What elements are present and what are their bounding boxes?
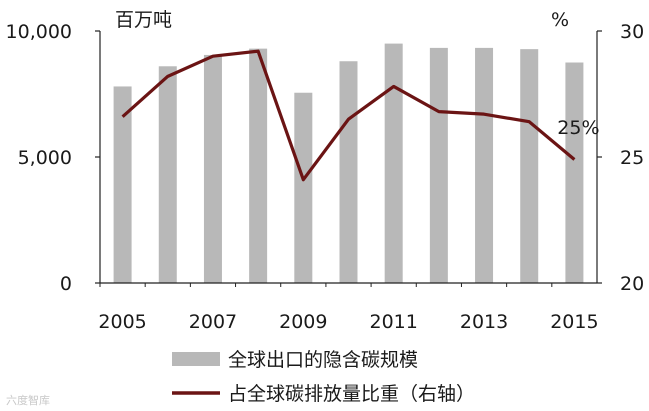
x-tick-label: 2007 (189, 311, 237, 333)
left-tick-label: 5,000 (18, 147, 72, 169)
bar-series (113, 43, 584, 284)
x-tick-label: 2011 (370, 311, 418, 333)
left-axis-unit: 百万吨 (115, 9, 172, 31)
legend-bar-swatch (172, 352, 220, 366)
x-tick-label: 2013 (460, 311, 508, 333)
bar-2007 (203, 54, 222, 283)
right-tick-label: 20 (620, 273, 644, 295)
line-series (121, 49, 576, 182)
axes (95, 30, 602, 287)
legend-bar-label: 全球出口的隐含碳规模 (228, 349, 418, 371)
bar-2009 (294, 92, 313, 284)
bar-2005 (113, 86, 132, 283)
bar-2015 (565, 62, 584, 283)
bar-2011 (384, 43, 403, 283)
right-axis-unit: % (551, 9, 569, 31)
annotation-label: 25% (557, 117, 599, 139)
bar-2010 (339, 61, 358, 283)
right-tick-label: 25 (620, 147, 644, 169)
x-tick-label: 2015 (550, 311, 598, 333)
bar-2008 (249, 48, 268, 283)
x-tick-label: 2005 (98, 311, 146, 333)
left-tick-label: 10,000 (6, 21, 72, 43)
bar-2014 (520, 49, 539, 284)
legend-line-label: 占全球碳排放量比重（右轴） (228, 383, 475, 405)
left-tick-label: 0 (60, 273, 72, 295)
right-tick-label: 30 (620, 21, 644, 43)
bar-2006 (158, 66, 177, 283)
bar-2012 (429, 47, 448, 283)
bar-2013 (475, 47, 494, 283)
tick-labels: 0 5,000 10,000 20 25 30 2005 2007 2009 2011 2013 20… (6, 21, 645, 333)
watermark: 六度智库 (6, 393, 50, 407)
x-tick-label: 2009 (279, 311, 327, 333)
